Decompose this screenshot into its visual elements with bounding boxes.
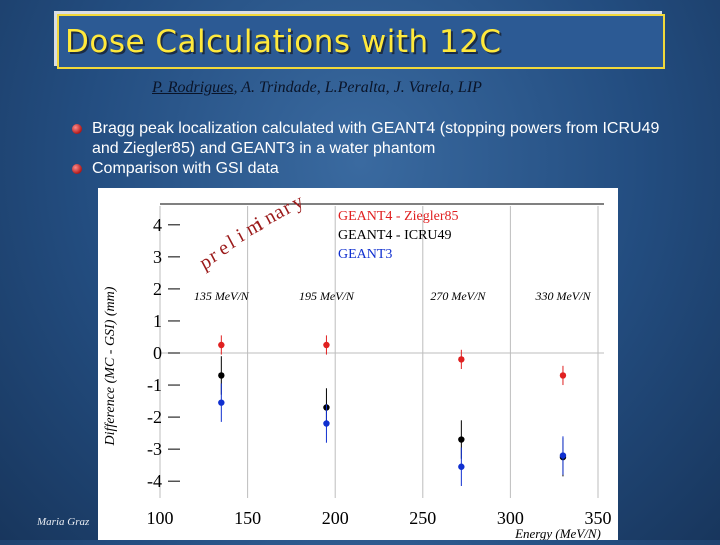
energy-label: 330 MeV/N — [534, 289, 591, 303]
x-axis-label: Energy (MeV/N) — [514, 526, 601, 540]
data-point — [458, 463, 465, 470]
authors-rest: , A. Trindade, L.Peralta, J. Varela, LIP — [233, 79, 482, 96]
data-points — [218, 335, 567, 486]
x-tick-label: 100 — [147, 508, 174, 528]
y-tick-label: -4 — [147, 471, 162, 491]
data-point — [218, 372, 225, 379]
footer-author: Maria Graz — [37, 516, 90, 528]
x-tick-label: 150 — [234, 508, 261, 528]
data-point — [559, 372, 567, 379]
bullet-item: Bragg peak localization calculated with … — [72, 119, 672, 159]
bullet-dot-icon — [72, 124, 82, 134]
y-tick-label: 2 — [153, 279, 162, 299]
plot-frame — [98, 188, 618, 540]
plot-panel: 4 3 2 1 0 -1 -2 -3 -4 100 150 200 250 300 350 135 MeV… — [98, 188, 618, 541]
y-axis-label: Difference (MC - GSI) (mm) — [103, 286, 118, 446]
slide-title: Dose Calculations with 12C — [65, 24, 502, 60]
legend-entry: GEANT3 — [338, 247, 392, 262]
x-tick-label: 300 — [497, 508, 524, 528]
bullet-text: Comparison with GSI data — [92, 160, 279, 177]
legend-entry: GEANT4 - ICRU49 — [338, 228, 452, 243]
y-tick-label: -3 — [147, 439, 162, 459]
y-tick-label: 0 — [153, 343, 162, 363]
data-point — [218, 399, 225, 406]
bullet-item: Comparison with GSI data — [72, 159, 672, 179]
authors-line: P. Rodrigues, A. Trindade, L.Peralta, J.… — [152, 79, 482, 97]
grid-lines — [159, 206, 604, 498]
energy-label: 270 MeV/N — [430, 289, 486, 303]
x-tick-label: 250 — [409, 508, 436, 528]
data-point — [458, 356, 465, 363]
y-tick-label: -1 — [147, 375, 162, 395]
legend-entry: GEANT4 - Ziegler85 — [338, 209, 459, 224]
y-tick-label: 4 — [153, 215, 162, 235]
dose-difference-chart: 4 3 2 1 0 -1 -2 -3 -4 100 150 200 250 300 350 135 MeV… — [98, 188, 618, 541]
x-tick-label: 350 — [585, 508, 612, 528]
energy-labels: 135 MeV/N 195 MeV/N 270 MeV/N 330 MeV/N — [194, 289, 592, 303]
data-point — [323, 341, 330, 349]
y-axis: 4 3 2 1 0 -1 -2 -3 -4 — [147, 215, 180, 491]
y-tick-label: 1 — [153, 311, 162, 331]
data-point — [218, 341, 225, 349]
data-point — [559, 452, 567, 459]
data-point — [323, 420, 330, 427]
author-first: P. Rodrigues — [152, 79, 234, 96]
title-box: Dose Calculations with 12C — [57, 14, 665, 69]
x-axis: 100 150 200 250 300 350 — [147, 508, 612, 528]
y-tick-label: 3 — [153, 247, 162, 267]
data-point — [458, 436, 465, 443]
energy-label: 195 MeV/N — [299, 289, 355, 303]
x-tick-label: 200 — [322, 508, 349, 528]
legend: GEANT4 - Ziegler85 GEANT4 - ICRU49 GEANT3 — [338, 209, 459, 262]
bullet-dot-icon — [72, 164, 82, 174]
bullet-list: Bragg peak localization calculated with … — [72, 119, 672, 179]
y-tick-label: -2 — [147, 407, 162, 427]
energy-label: 135 MeV/N — [194, 289, 250, 303]
bullet-text: Bragg peak localization calculated with … — [92, 120, 660, 157]
